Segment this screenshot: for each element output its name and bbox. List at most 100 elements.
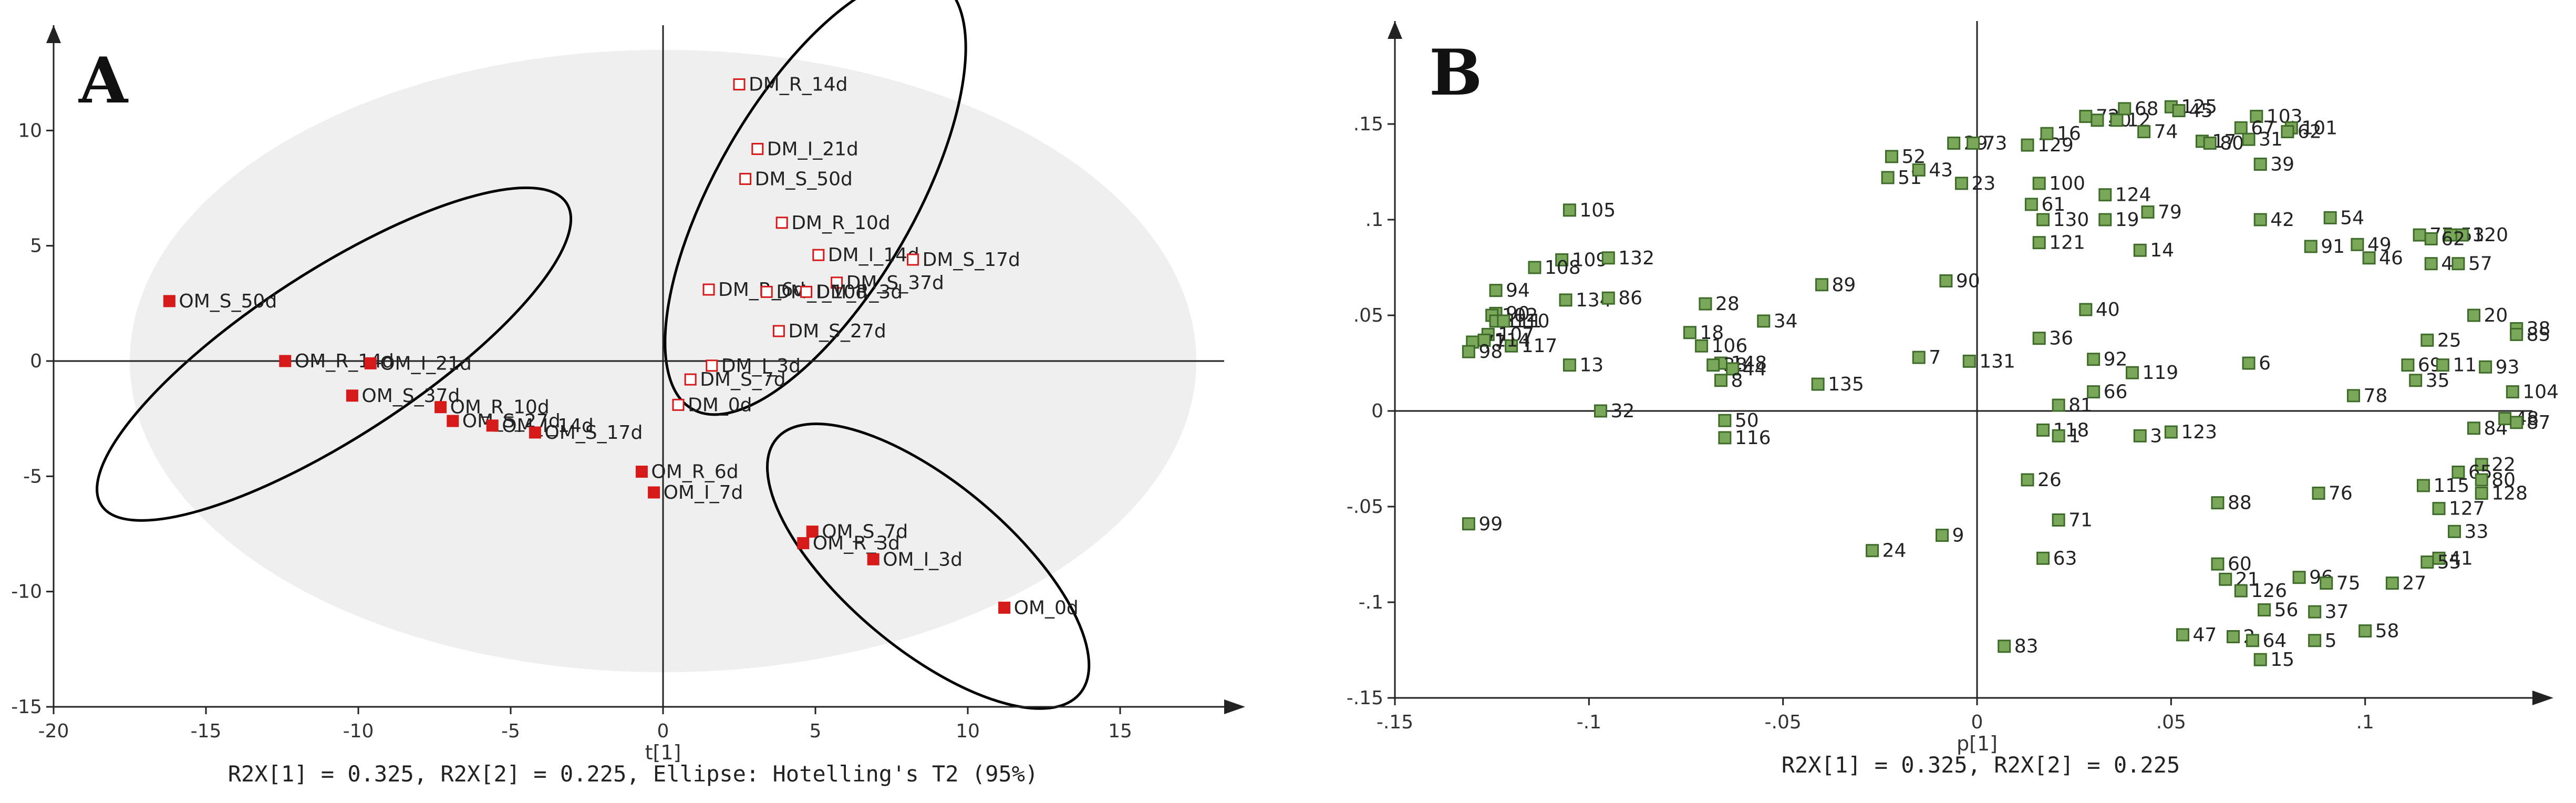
y-tick-label: -10 — [11, 581, 42, 603]
point-marker — [2125, 366, 2139, 379]
point-marker — [2323, 211, 2337, 224]
point-marker — [800, 285, 813, 298]
point-marker — [279, 355, 292, 367]
point-marker — [2304, 240, 2318, 253]
point-marker — [2118, 102, 2132, 116]
point-label: 7 — [1929, 347, 1941, 368]
point-marker — [1912, 351, 1926, 364]
point-label: 60 — [2228, 553, 2252, 575]
point-label: 79 — [2158, 201, 2182, 223]
point-label: OM_S_7d — [822, 521, 908, 543]
point-label: 42 — [2270, 209, 2294, 231]
point-label: 78 — [2364, 385, 2388, 407]
x-axis-label: t[1] — [645, 741, 681, 764]
point-marker — [1477, 333, 1491, 347]
point-marker — [2250, 109, 2263, 123]
point-marker — [2416, 479, 2430, 492]
panel-b-loading-plot: B -.15 -.1 -.05 0 .05 .1 -.15 -.1 -.05 0 .05 .1 .15 p… — [1347, 21, 2559, 778]
point-label: OM_R_10d — [450, 397, 550, 418]
point-marker — [2409, 374, 2423, 387]
x-axis-arrow — [2532, 691, 2553, 705]
point-label: 46 — [2379, 248, 2403, 269]
point-marker — [2052, 429, 2065, 442]
point-label: 88 — [2228, 492, 2252, 514]
point-label: 80 — [2491, 469, 2516, 491]
point-marker — [2424, 232, 2438, 245]
point-label: 28 — [1715, 293, 1740, 315]
point-marker — [2036, 213, 2050, 227]
point-marker — [2467, 421, 2480, 435]
point-marker — [529, 426, 541, 439]
point-label: 98 — [1478, 341, 1503, 363]
point-marker — [812, 249, 825, 261]
y-tick-label: .05 — [1353, 305, 1383, 326]
point-marker — [2510, 327, 2523, 341]
point-marker — [2362, 251, 2376, 265]
point-label: 54 — [2340, 207, 2364, 229]
point-marker — [684, 373, 697, 386]
x-tick-label: .1 — [2356, 712, 2374, 733]
point-label: 104 — [2522, 382, 2559, 403]
point-label: 13 — [1579, 355, 1603, 376]
point-label: OM_S_17d — [544, 422, 643, 444]
point-marker — [1563, 203, 1576, 217]
point-marker — [2510, 416, 2523, 429]
point-label: 106 — [1712, 335, 1748, 357]
point-label: 37 — [2325, 601, 2349, 623]
point-label: 24 — [1882, 540, 1907, 562]
point-label: 8 — [1731, 370, 1743, 392]
point-label: DM_I_10d — [776, 281, 867, 303]
point-label: 126 — [2251, 580, 2287, 602]
point-marker — [1528, 261, 1542, 274]
point-marker — [2211, 557, 2225, 571]
point-marker — [2498, 412, 2512, 426]
point-marker — [2219, 572, 2232, 586]
y-tick-label: 0 — [1371, 400, 1383, 422]
point-label: OM_R_14d — [295, 351, 394, 372]
point-label: 100 — [2049, 173, 2085, 194]
point-label: 56 — [2274, 600, 2299, 621]
point-label: 50 — [1735, 410, 1759, 431]
point-marker — [2036, 551, 2050, 565]
y-tick-label: -.15 — [1347, 687, 1383, 709]
point-label: 68 — [2135, 98, 2159, 120]
x-tick-label: -.15 — [1377, 712, 1413, 733]
point-marker — [806, 526, 819, 538]
point-marker — [163, 295, 175, 307]
footer-r2x: R2X[1] = 0.325, R2X[2] = 0.225, Ellipse:… — [228, 761, 1038, 787]
point-marker — [2467, 308, 2480, 322]
x-axis-label: p[1] — [1957, 732, 1998, 755]
x-tick-label: -.05 — [1765, 712, 1802, 733]
panel-b-letter: B — [1429, 36, 1482, 110]
x-tick-label: -5 — [501, 720, 520, 742]
point-marker — [2211, 496, 2225, 510]
point-marker — [2110, 114, 2124, 127]
point-marker — [2253, 213, 2267, 227]
point-label: 76 — [2329, 483, 2353, 505]
point-label: 108 — [1545, 257, 1581, 279]
point-marker — [1559, 293, 1573, 307]
point-marker — [2137, 125, 2151, 139]
point-marker — [739, 172, 752, 185]
point-marker — [1505, 339, 1518, 353]
point-marker — [1939, 274, 1953, 287]
point-marker — [2133, 243, 2147, 257]
x-tick-label: -.1 — [1577, 712, 1601, 733]
point-marker — [2234, 584, 2248, 598]
point-marker — [2506, 385, 2519, 399]
x-tick-label: 10 — [956, 720, 980, 742]
point-label: 38 — [2527, 318, 2551, 339]
point-marker — [1967, 136, 1980, 150]
point-label: 125 — [2181, 96, 2217, 118]
point-label: 16 — [2057, 123, 2081, 145]
point-label: OM_I_21d — [380, 353, 472, 374]
point-label: 127 — [2449, 498, 2485, 520]
point-label: 23 — [1971, 173, 1995, 194]
y-tick-label: 5 — [30, 235, 42, 257]
point-marker — [1885, 150, 1898, 163]
point-label: 57 — [2468, 253, 2492, 275]
point-label: DM_S_7d — [700, 369, 785, 390]
point-marker — [2141, 205, 2155, 219]
x-tick-label: 0 — [1971, 712, 1983, 733]
